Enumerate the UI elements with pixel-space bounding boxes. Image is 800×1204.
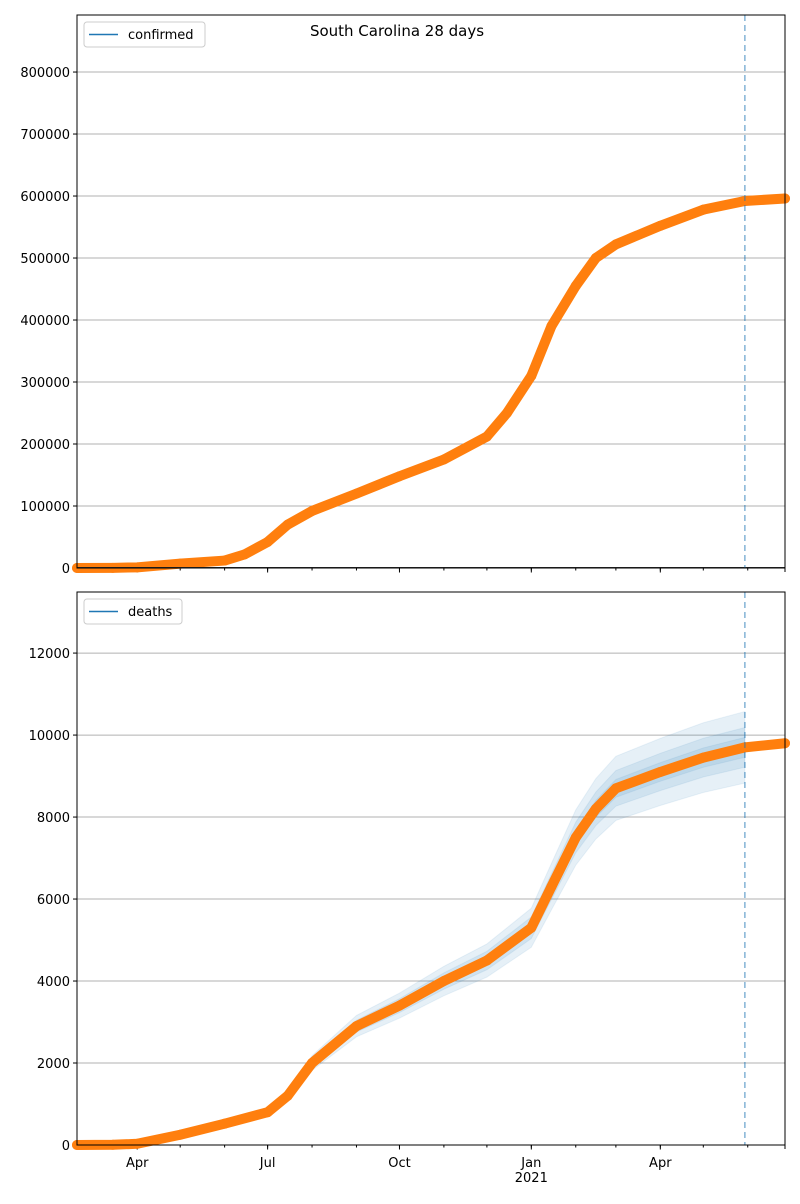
x-tick-sublabel: 2021	[515, 1171, 548, 1186]
x-tick-label: Oct	[388, 1156, 410, 1171]
data-point	[239, 549, 250, 560]
data-point	[610, 239, 621, 250]
chart-title: South Carolina 28 days	[310, 22, 484, 40]
legend-box	[83, 21, 206, 48]
data-point	[481, 955, 492, 966]
data-point	[698, 204, 709, 215]
y-tick-label: 600000	[20, 190, 70, 205]
legend-box	[83, 598, 183, 625]
y-tick-label: 0	[62, 562, 70, 577]
x-tick-label: Apr	[649, 1156, 672, 1171]
y-tick-label: 100000	[20, 500, 70, 515]
data-point	[570, 280, 581, 291]
data-point	[175, 1129, 186, 1140]
data-point	[438, 454, 449, 465]
data-point	[132, 1138, 143, 1149]
data-point	[526, 922, 537, 933]
data-point	[307, 505, 318, 516]
data-point	[351, 1021, 362, 1032]
data-point	[262, 1107, 273, 1118]
data-point	[481, 431, 492, 442]
prediction-band-1	[267, 726, 746, 1115]
data-point	[175, 558, 186, 569]
panel-confirmed: 0 100000 200000 300000 400000 500000 600000 700…	[20, 14, 790, 577]
data-point	[698, 752, 709, 763]
data-point	[282, 1090, 293, 1101]
data-point	[307, 1058, 318, 1069]
data-point	[282, 519, 293, 530]
data-point	[394, 471, 405, 482]
x-tick-label: Jan	[520, 1156, 541, 1171]
y-tick-label: 10000	[29, 729, 70, 744]
data-point	[590, 253, 601, 264]
confirmed-line	[76, 197, 786, 569]
data-point	[546, 321, 557, 332]
axes-frame	[76, 591, 786, 1146]
panel-deaths: 0 2000 4000 6000 8000 10000 12000 Apr Jul Oct Jan2…	[29, 591, 790, 1186]
y-tick-label: 700000	[20, 128, 70, 143]
data-point	[590, 803, 601, 814]
data-point	[219, 1118, 230, 1129]
data-point	[655, 220, 666, 231]
deaths-observed-markers	[72, 738, 790, 1150]
y-tick-label: 8000	[37, 811, 70, 826]
x-tick-label: Apr	[126, 1156, 149, 1171]
data-point	[526, 370, 537, 381]
data-point	[394, 1000, 405, 1011]
y-tick-label: 200000	[20, 438, 70, 453]
legend: confirmed	[83, 21, 206, 48]
x-tick-label: Jul	[259, 1156, 276, 1171]
axes-frame	[76, 14, 786, 569]
data-point	[570, 832, 581, 843]
y-tick-label: 800000	[20, 66, 70, 81]
y-tick-label: 500000	[20, 252, 70, 267]
y-tick-label: 2000	[37, 1057, 70, 1072]
y-tick-label: 12000	[29, 647, 70, 662]
legend-label: deaths	[128, 605, 173, 620]
y-tick-label: 6000	[37, 893, 70, 908]
data-point	[655, 766, 666, 777]
data-point	[610, 783, 621, 794]
legend-label: confirmed	[128, 28, 194, 43]
data-point	[262, 536, 273, 547]
data-point	[501, 408, 512, 419]
y-tick-label: 4000	[37, 975, 70, 990]
data-point	[219, 555, 230, 566]
y-tick-label: 300000	[20, 376, 70, 391]
data-point	[351, 488, 362, 499]
confirmed-observed-markers	[72, 193, 790, 573]
deaths-line	[76, 742, 786, 1146]
data-point	[438, 976, 449, 987]
y-tick-label: 0	[62, 1139, 70, 1154]
legend: deaths	[83, 598, 183, 625]
y-tick-label: 400000	[20, 314, 70, 329]
data-point	[546, 881, 557, 892]
